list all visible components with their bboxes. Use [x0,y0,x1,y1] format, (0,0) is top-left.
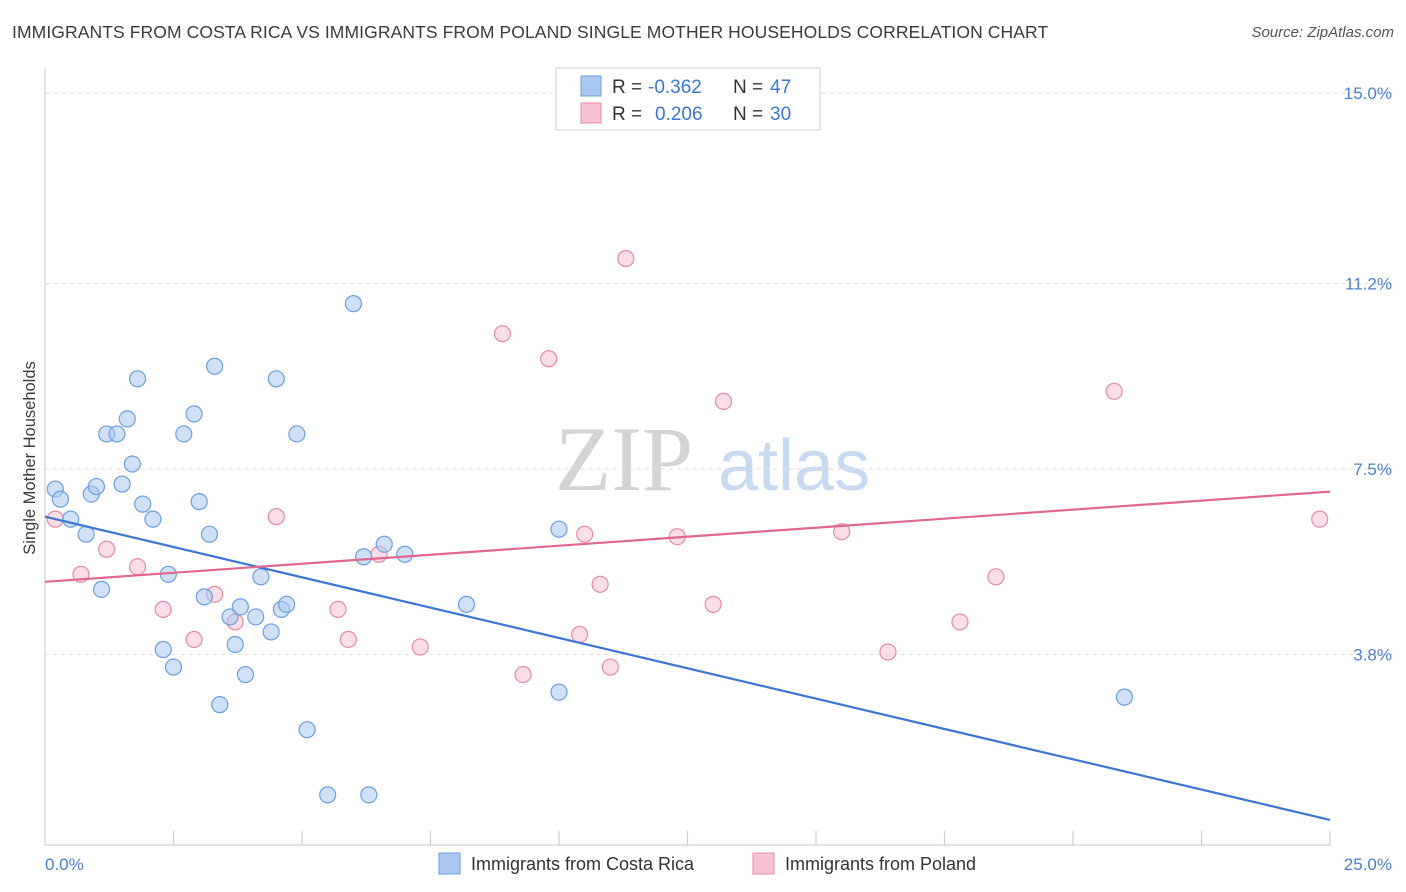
costa-rica-point [123,455,141,473]
poland-point [879,643,897,661]
poland-point [411,638,429,656]
costa-rica-point [267,370,285,388]
costa-rica-point [396,545,414,563]
series-legend-label-costa-rica: Immigrants from Costa Rica [471,854,695,874]
poland-point [617,249,635,268]
poland-point [951,613,969,631]
legend-n-label-costa-rica: N = [733,77,763,98]
costa-rica-point [134,495,152,513]
poland-point [329,600,347,618]
y-axis-label: Single Mother Households [21,361,39,555]
legend-n-value-costa-rica: 47 [770,77,791,98]
poland-point [185,630,203,649]
costa-rica-point [262,623,280,641]
costa-rica-point [51,490,70,508]
y-tick-label: 11.2% [1345,275,1392,294]
poland-point [833,523,851,541]
legend-swatch-costa-rica [580,75,602,97]
costa-rica-point [221,608,239,626]
legend-r-label-poland: R = [612,104,642,125]
costa-rica-point [154,640,172,659]
poland-point [714,392,733,410]
poland-trend-line [44,490,1331,583]
costa-rica-point [206,357,224,375]
series-legend-swatch-poland [752,852,775,875]
costa-rica-point [195,588,213,606]
legend-r-label-costa-rica: R = [612,77,642,98]
costa-rica-trend-line [44,515,1331,822]
watermark-zip: ZIP [555,408,693,510]
costa-rica-point [360,786,378,804]
poland-point [576,525,594,543]
y-tick-label: 7.5% [1353,460,1392,479]
costa-rica-point [277,595,296,613]
costa-rica-point [92,580,111,598]
costa-rica-point [118,410,136,428]
poland-point [128,558,147,576]
poland-point [591,575,609,593]
legend-n-label-poland: N = [733,104,763,125]
poland-point [493,325,512,343]
costa-rica-point [319,786,337,804]
costa-rica-point [108,425,126,443]
costa-rica-point [190,493,208,511]
correlation-legend: R = -0.362 N = 47 R = 0.206 N = 30 [555,67,821,131]
legend-n-value-poland: 30 [770,104,791,125]
poland-point [1105,382,1123,400]
poland-point [601,658,620,676]
costa-rica-point [1115,688,1134,706]
x-tick-label-min: 0.0% [45,855,84,874]
costa-rica-point [87,477,106,496]
poland-point [514,665,532,684]
costa-rica-point [128,370,147,388]
costa-rica-point [344,295,362,313]
poland-point [540,350,558,368]
costa-rica-point [231,598,249,616]
poland-point [267,508,285,526]
costa-rica-point [355,548,373,566]
source-label: Source: ZipAtlas.com [1251,24,1394,41]
costa-rica-point [185,405,203,423]
series-legend-label-poland: Immigrants from Poland [785,854,976,874]
poland-point [1311,510,1329,528]
series-legend-swatch-costa-rica [438,852,461,875]
series-legend: Immigrants from Costa Rica Immigrants fr… [438,852,976,875]
legend-r-value-costa-rica: -0.362 [648,77,702,98]
costa-rica-point [375,535,393,553]
costa-rica-point [247,608,265,626]
costa-rica-point [252,568,270,586]
costa-rica-point [236,665,255,684]
chart-title: IMMIGRANTS FROM COSTA RICA VS IMMIGRANTS… [12,22,1049,42]
poland-point [704,595,722,613]
poland-point [154,600,172,618]
costa-rica-point [550,520,568,538]
costa-rica-point [175,425,193,443]
legend-swatch-poland [580,102,602,124]
costa-rica-point [550,683,568,701]
costa-rica-point [113,475,131,493]
y-tick-label: 15.0% [1344,84,1392,103]
costa-rica-point [457,595,476,613]
costa-rica-point [144,510,162,528]
y-tick-label: 3.8% [1353,646,1392,665]
poland-point [987,568,1005,586]
costa-rica-point [288,425,306,443]
x-tick-label-max: 25.0% [1344,855,1392,874]
poland-point [570,625,589,644]
costa-rica-point [298,721,316,739]
poland-point [98,540,116,558]
watermark-atlas: atlas [718,426,870,506]
costa-rica-point [164,658,183,676]
poland-point [339,630,357,649]
costa-rica-point [200,525,219,543]
costa-rica-point [211,696,229,714]
costa-rica-point [226,635,244,654]
legend-r-value-poland: 0.206 [655,104,703,125]
